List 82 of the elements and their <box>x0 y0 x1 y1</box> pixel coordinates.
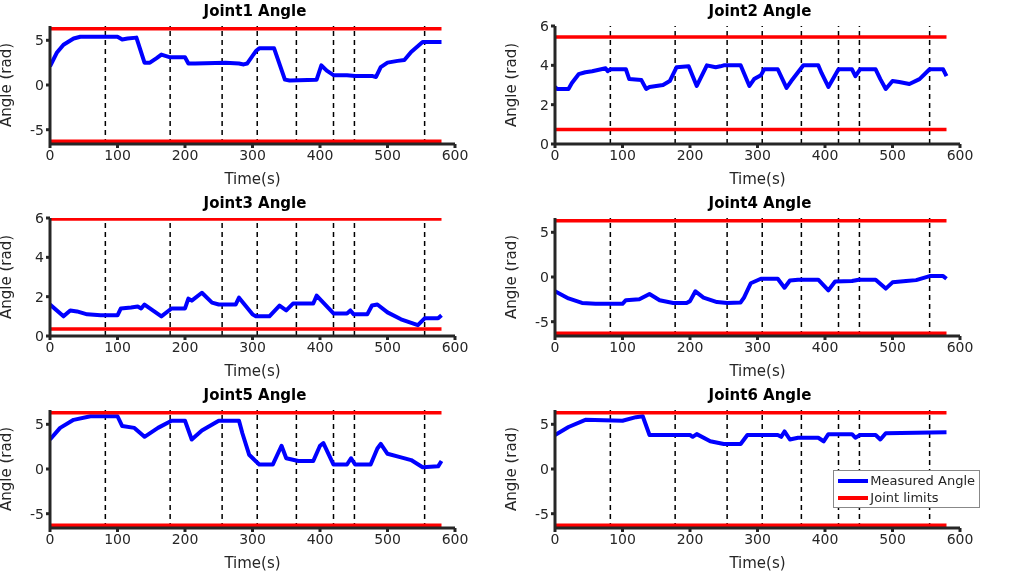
x-tick-label: 300 <box>744 146 771 163</box>
x-tick-label: 400 <box>811 338 839 355</box>
y-tick-label: 5 <box>540 416 549 433</box>
x-tick-label: 600 <box>946 338 974 355</box>
x-tick-label: 300 <box>239 338 266 355</box>
y-tick-label: 4 <box>35 249 45 266</box>
x-tick-label: 300 <box>744 530 771 547</box>
x-tick-label: 100 <box>104 530 131 547</box>
line-series <box>50 290 444 328</box>
x-tick-label: 200 <box>676 146 704 163</box>
x-axis-title: Time(s) <box>223 554 281 572</box>
x-tick-label: 400 <box>306 338 334 355</box>
chart-title: Joint6 Angle <box>706 386 813 404</box>
x-tick-label: 300 <box>239 146 266 163</box>
legend-label: Measured Angle <box>870 473 975 488</box>
y-axis-title: Angle (rad) <box>0 426 16 512</box>
chart-title: Joint1 Angle <box>201 2 308 20</box>
chart-title: Joint5 Angle <box>201 386 308 404</box>
chart-title: Joint3 Angle <box>201 194 308 212</box>
x-tick-label: 600 <box>441 530 469 547</box>
x-axis-title: Time(s) <box>223 362 281 380</box>
y-tick-label: 0 <box>540 135 549 152</box>
line-series <box>555 63 949 91</box>
y-tick-label: -5 <box>30 121 44 138</box>
x-tick-label: 600 <box>441 338 469 355</box>
x-tick-label: 200 <box>171 530 199 547</box>
x-tick-label: 100 <box>609 530 636 547</box>
legend-label: Joint limits <box>870 490 939 505</box>
x-tick-label: 400 <box>306 530 334 547</box>
x-tick-label: 600 <box>946 146 974 163</box>
y-axis-title: Angle (rad) <box>0 42 16 128</box>
x-axis-title: Time(s) <box>223 170 281 188</box>
x-tick-label: 500 <box>879 530 906 547</box>
x-tick-label: 200 <box>171 146 199 163</box>
y-tick-label: 5 <box>35 416 44 433</box>
line-series <box>50 414 444 470</box>
x-tick-label: 100 <box>609 146 636 163</box>
y-tick-label: 0 <box>35 76 44 93</box>
y-tick-label: 2 <box>540 96 549 113</box>
chart-title: Joint2 Angle <box>706 2 813 20</box>
y-tick-label: 6 <box>540 17 550 34</box>
x-tick-label: 100 <box>104 146 131 163</box>
line-series <box>555 274 949 306</box>
x-tick-label: 400 <box>811 146 839 163</box>
x-axis-title: Time(s) <box>728 362 786 380</box>
x-tick-label: 100 <box>609 338 636 355</box>
x-tick-label: 200 <box>171 338 199 355</box>
x-tick-label: 200 <box>676 338 704 355</box>
line-series <box>555 414 949 446</box>
x-tick-label: 400 <box>306 146 334 163</box>
y-tick-label: 0 <box>540 460 549 477</box>
y-tick-label: 2 <box>35 288 44 305</box>
y-tick-label: 5 <box>540 224 549 241</box>
y-tick-label: -5 <box>535 505 549 522</box>
x-axis-title: Time(s) <box>728 170 786 188</box>
x-tick-label: 500 <box>879 338 906 355</box>
y-tick-label: 0 <box>35 460 44 477</box>
y-tick-label: 5 <box>35 32 44 49</box>
y-axis-title: Angle (rad) <box>502 426 521 512</box>
x-tick-label: 500 <box>374 530 401 547</box>
y-tick-label: -5 <box>30 505 44 522</box>
y-axis-title: Angle (rad) <box>502 234 521 320</box>
line-series <box>50 34 444 83</box>
x-tick-label: 600 <box>946 530 974 547</box>
y-tick-label: 0 <box>540 268 549 285</box>
y-tick-label: 6 <box>35 209 45 226</box>
x-tick-label: 600 <box>441 146 469 163</box>
x-tick-label: 500 <box>374 338 401 355</box>
x-tick-label: 100 <box>104 338 131 355</box>
y-tick-label: 0 <box>35 327 44 344</box>
y-tick-label: 4 <box>540 57 550 74</box>
x-tick-label: 300 <box>239 530 266 547</box>
x-tick-label: 400 <box>811 530 839 547</box>
y-tick-label: -5 <box>535 313 549 330</box>
x-tick-label: 500 <box>879 146 906 163</box>
x-tick-label: 200 <box>676 530 704 547</box>
y-axis-title: Angle (rad) <box>502 42 521 128</box>
chart-title: Joint4 Angle <box>706 194 813 212</box>
y-axis-title: Angle (rad) <box>0 234 16 320</box>
x-tick-label: 500 <box>374 146 401 163</box>
x-axis-title: Time(s) <box>728 554 786 572</box>
x-tick-label: 300 <box>744 338 771 355</box>
